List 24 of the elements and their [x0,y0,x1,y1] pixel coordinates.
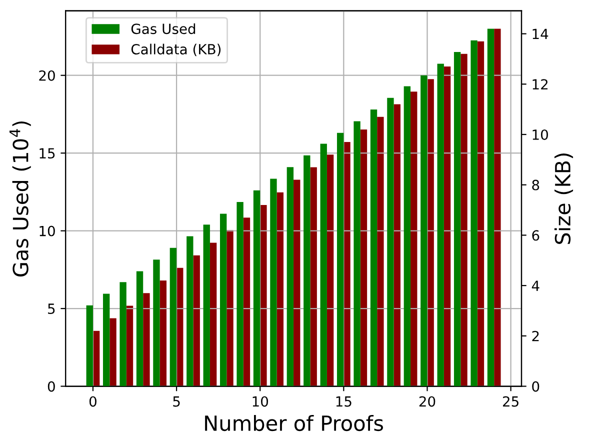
y-tick-label: 5 [48,304,55,314]
y2-tick-label: 4 [532,280,540,291]
y2-tick-label: 0 [532,381,540,392]
x-tick-label: 20 [419,396,436,407]
x-axis-title: Number of Proofs [205,414,384,432]
x-tick-label: 0 [89,396,96,407]
y2-tick-label: 2 [532,330,539,342]
y2-tick-label: 12 [532,79,548,90]
y2-tick-label: 10 [532,129,548,140]
y-tick-label: 10 [40,226,55,236]
y2-tick-label: 8 [532,180,540,190]
y-tick-label: 0 [48,381,55,392]
y2-tick-label: 14 [532,28,548,40]
y-tick-label: 20 [39,70,55,81]
y2-tick-label: 6 [532,230,540,241]
x-tick-label: 10 [252,396,268,407]
x-tick-label: 15 [336,396,352,407]
legend-label: Gas Used [131,23,196,34]
y-tick-label: 15 [40,148,55,159]
legend-label: Calldata (KB) [131,44,221,56]
x-tick-label: 5 [173,396,180,407]
y2-axis-title: Size (KB) [554,154,574,244]
x-tick-label: 25 [502,396,518,407]
y-axis-title: Gas Used (10$^{4}$) [10,121,31,276]
